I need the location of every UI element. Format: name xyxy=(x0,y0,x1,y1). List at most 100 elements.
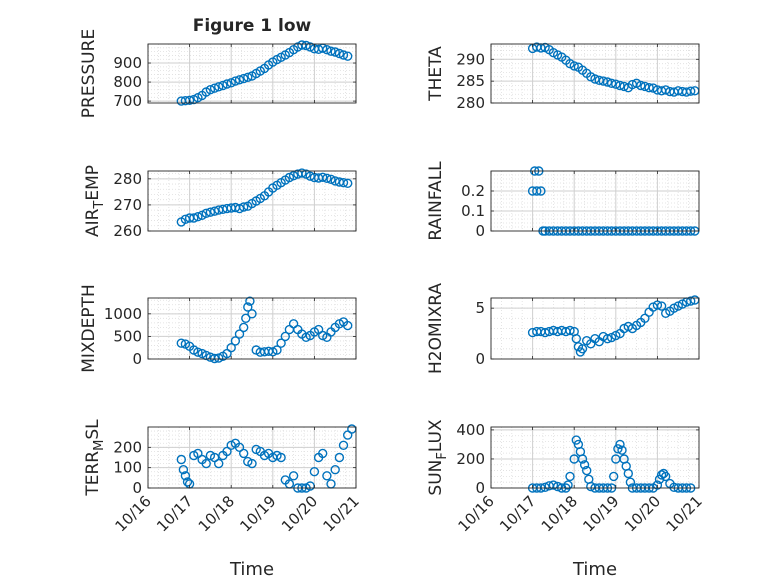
y-tick-label: 290 xyxy=(456,50,485,68)
subplot-7: 0 200 400 SUNFLUX10/1610/1710/1810/1910/201… xyxy=(426,419,706,535)
data-point xyxy=(213,458,224,469)
data-point xyxy=(247,309,257,319)
series-markers xyxy=(527,42,700,97)
data-point xyxy=(656,470,667,480)
data-point xyxy=(648,83,658,93)
data-point xyxy=(652,480,663,490)
y-tick-label: 5 xyxy=(475,299,485,317)
data-point xyxy=(176,454,187,465)
data-point xyxy=(241,313,251,323)
data-point xyxy=(644,82,654,93)
series-markers xyxy=(527,295,700,357)
y-axis-label: MIXDEPTH xyxy=(79,284,99,373)
axes-box xyxy=(490,297,700,360)
subplot-6: 0 100 200 TERRMSL10/1610/1710/1810/1910/201… xyxy=(83,419,363,536)
data-point xyxy=(343,51,353,61)
data-point xyxy=(602,77,613,87)
axes-box xyxy=(147,297,357,360)
y-tick-label: 0 xyxy=(132,350,142,368)
y-tick-label: 0.2 xyxy=(461,182,485,200)
data-point xyxy=(661,471,671,482)
series-markers xyxy=(176,424,357,493)
x-axis-label-right: Time xyxy=(572,559,617,580)
data-point xyxy=(243,72,253,83)
x-axis-label-left: Time xyxy=(229,559,274,580)
axes-box xyxy=(490,43,700,104)
x-tick-label: 10/16 xyxy=(112,492,155,535)
data-point xyxy=(176,338,187,348)
data-point xyxy=(205,84,216,95)
x-tick-label: 10/21 xyxy=(320,492,363,535)
data-point xyxy=(238,448,249,459)
data-point xyxy=(301,40,311,51)
data-point xyxy=(602,334,613,344)
y-tick-label: 100 xyxy=(113,459,142,477)
y-tick-label: 270 xyxy=(113,196,142,214)
data-point xyxy=(209,83,220,93)
data-point xyxy=(330,465,340,475)
data-point xyxy=(193,347,203,357)
axes-box xyxy=(147,170,357,232)
data-point xyxy=(184,95,195,106)
subplot-3: 0 0.1 0.2 RAINFALL xyxy=(426,161,700,241)
data-point xyxy=(234,75,245,85)
data-point xyxy=(609,471,619,482)
data-point xyxy=(617,445,627,455)
data-point xyxy=(238,202,249,212)
series-markers xyxy=(176,168,353,227)
y-tick-label: 200 xyxy=(113,438,142,456)
data-point xyxy=(238,322,249,333)
data-point xyxy=(565,325,575,336)
data-point xyxy=(238,73,249,84)
data-point xyxy=(338,50,349,60)
x-tick-label: 10/19 xyxy=(236,492,279,535)
data-point xyxy=(245,296,255,306)
x-tick-label: 10/20 xyxy=(621,492,664,535)
data-point xyxy=(615,80,625,91)
data-point xyxy=(222,79,232,89)
y-tick-label: 0 xyxy=(132,479,142,497)
y-axis-label: H2OMIXRA xyxy=(426,283,446,374)
data-point xyxy=(330,47,340,57)
data-point xyxy=(234,203,245,214)
data-point xyxy=(322,45,332,55)
data-point xyxy=(226,78,236,88)
data-point xyxy=(318,448,328,459)
subplot-1: 280 285 290 THETA xyxy=(426,42,700,112)
data-point xyxy=(272,345,282,355)
data-point xyxy=(611,79,621,89)
data-point xyxy=(686,296,696,306)
data-point xyxy=(606,78,617,89)
data-point xyxy=(218,80,228,91)
data-point xyxy=(338,440,349,450)
data-point xyxy=(652,300,663,310)
data-point xyxy=(613,444,623,454)
data-point xyxy=(276,338,286,348)
y-tick-label: 280 xyxy=(456,94,485,112)
data-point xyxy=(536,186,546,196)
y-tick-label: 260 xyxy=(113,222,142,240)
data-point xyxy=(563,480,573,490)
data-point xyxy=(656,301,667,311)
data-point xyxy=(577,454,588,464)
data-point xyxy=(334,48,345,59)
subplot-5: 0 5 H2OMIXRA xyxy=(426,283,700,374)
data-point xyxy=(661,85,671,95)
x-tick-label: 10/16 xyxy=(455,492,498,535)
data-point xyxy=(193,211,203,222)
data-point xyxy=(243,302,253,312)
y-tick-label: 280 xyxy=(113,170,142,188)
data-point xyxy=(209,206,220,216)
y-axis-label: PRESSURE xyxy=(79,29,99,118)
data-point xyxy=(623,468,633,479)
x-tick-label: 10/17 xyxy=(496,492,539,535)
y-axis-label: RAINFALL xyxy=(426,161,446,241)
data-point xyxy=(230,336,241,346)
data-point xyxy=(284,172,295,183)
data-point xyxy=(343,178,353,189)
data-point xyxy=(569,61,579,71)
figure-title: Figure 1 low xyxy=(193,16,312,36)
